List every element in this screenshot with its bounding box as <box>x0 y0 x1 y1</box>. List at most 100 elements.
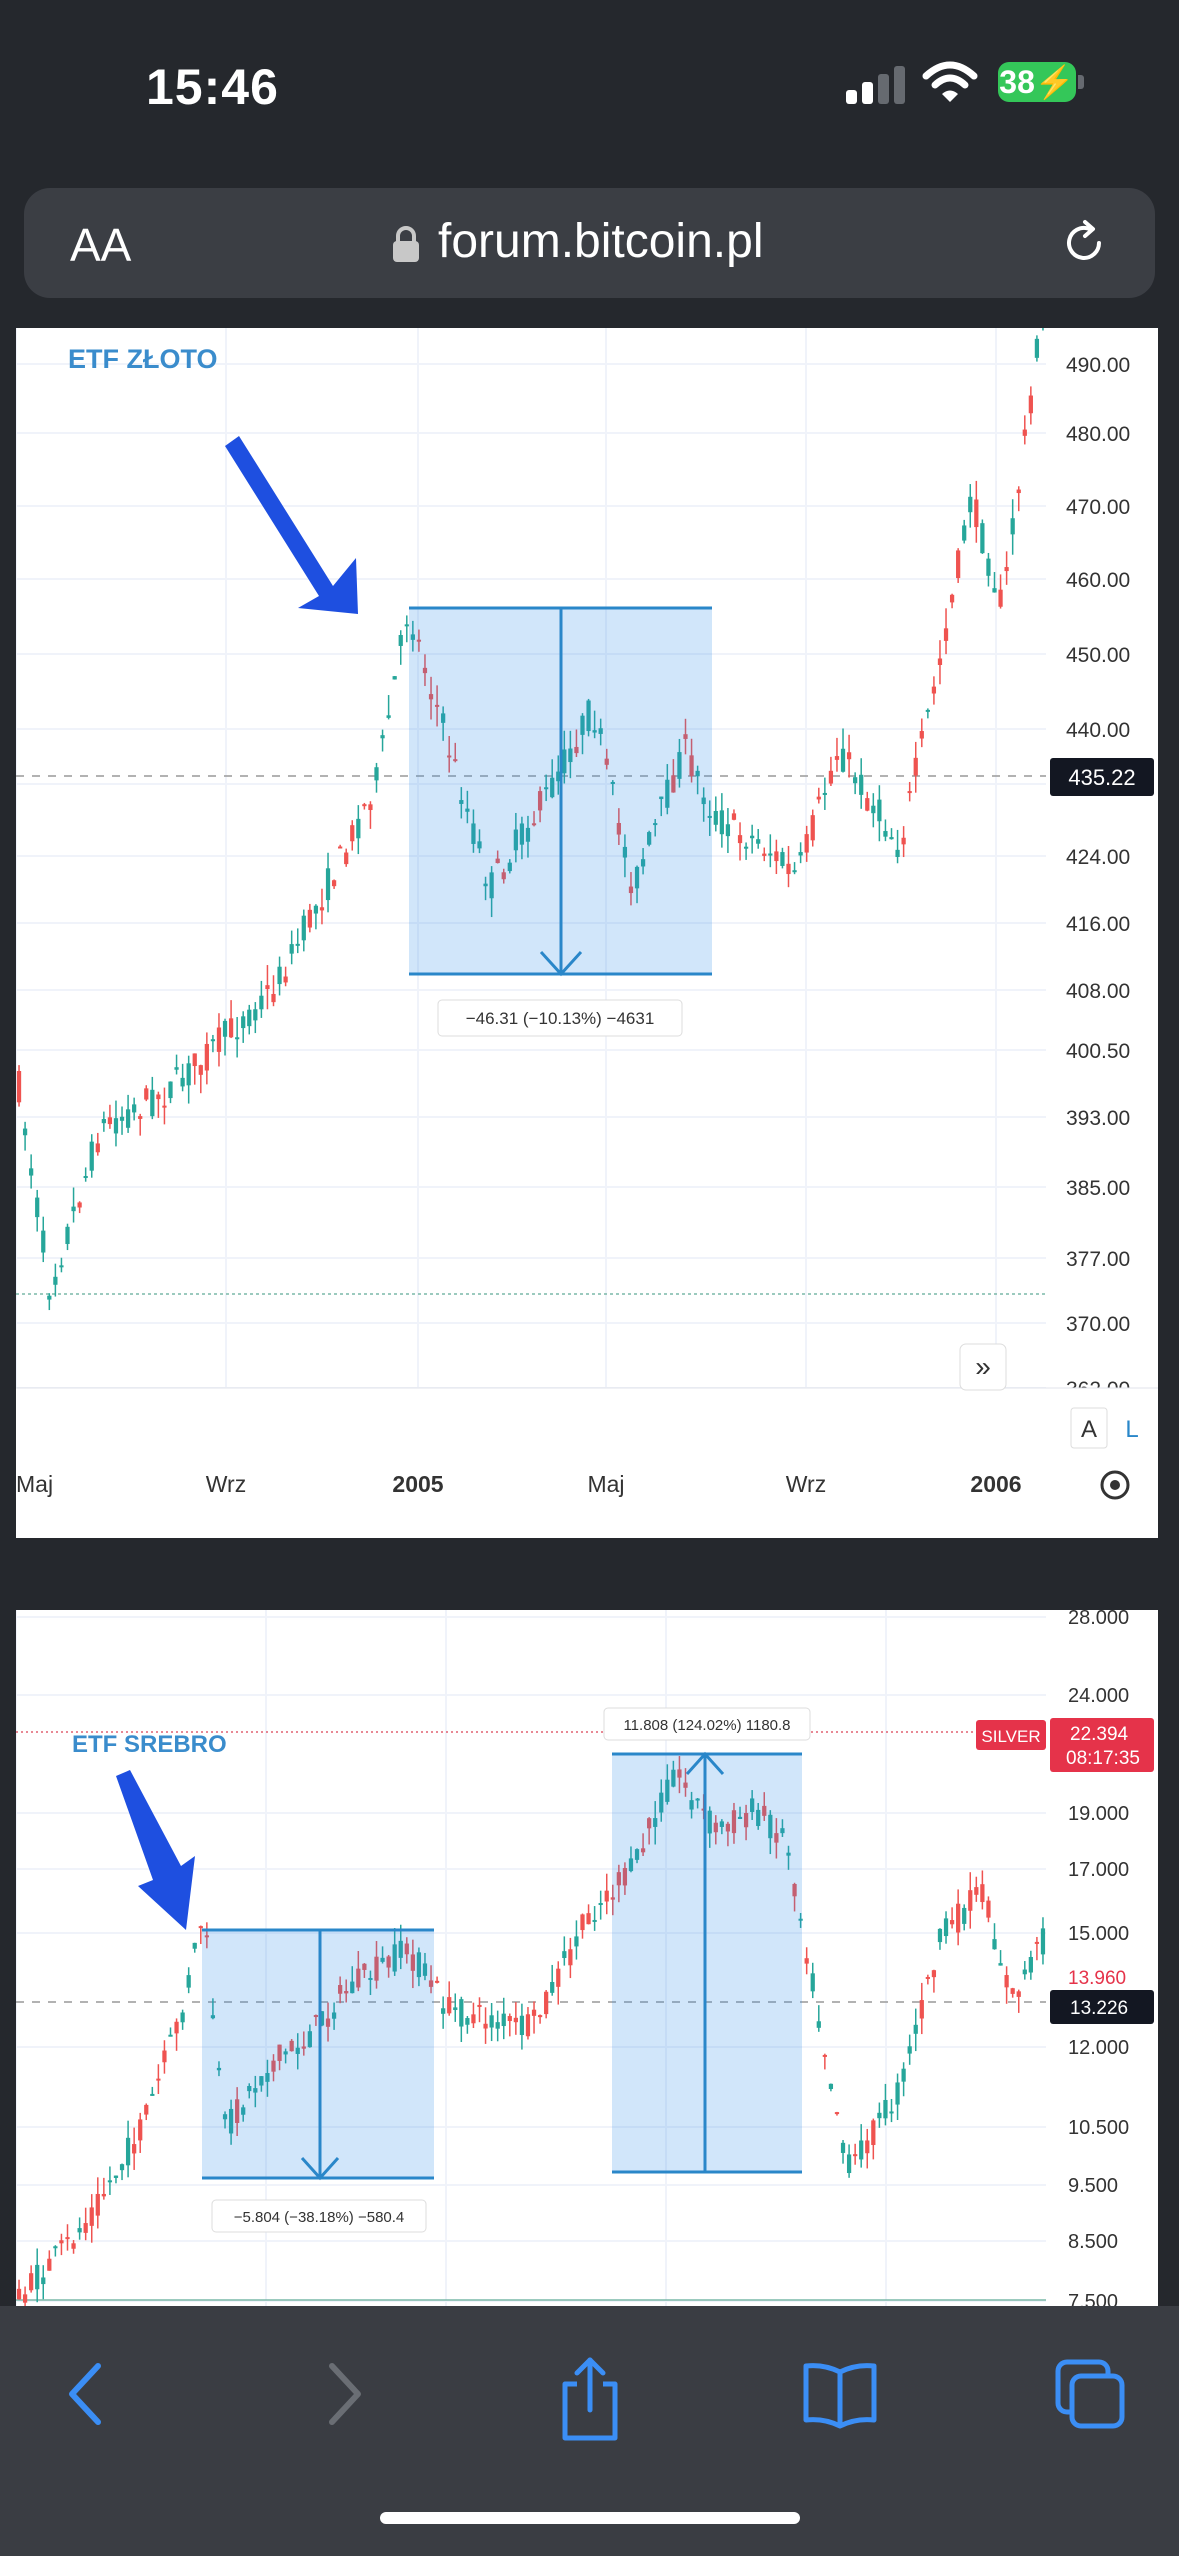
silver-candle <box>968 1872 973 1929</box>
silver-candle <box>1040 1917 1046 1965</box>
gold-candle <box>816 787 821 804</box>
gold-candle <box>422 654 428 687</box>
chart-label: ETF SREBRO <box>72 1731 227 1758</box>
silver-candle <box>386 1954 391 1978</box>
bookmarks-icon[interactable] <box>800 2354 880 2434</box>
silver-candle <box>447 1981 452 2016</box>
gold-candle <box>489 866 494 918</box>
settings-icon[interactable] <box>1100 1470 1130 1500</box>
log-scale-button[interactable] <box>1111 1408 1151 1448</box>
silver-candle <box>537 2014 543 2024</box>
silver-candle <box>683 1768 688 1797</box>
silver-candle <box>816 2005 821 2032</box>
gold-candle <box>277 956 282 996</box>
gold-candle <box>956 548 961 583</box>
gold-candle <box>65 1223 70 1251</box>
wifi-icon <box>922 61 978 102</box>
silver-candle <box>150 2086 155 2096</box>
gold-candle <box>586 698 591 737</box>
gold-candle <box>968 484 973 528</box>
gold-candle <box>253 1002 258 1034</box>
silver-candle <box>295 2033 300 2070</box>
silver-candle <box>550 1964 555 1996</box>
gold-candle <box>804 825 809 862</box>
gold-candle <box>495 850 500 864</box>
silver-candle <box>1028 1950 1033 1980</box>
gold-candle <box>525 815 531 858</box>
gold-candle <box>380 729 385 752</box>
measure-label-box <box>437 999 683 1037</box>
gold-candle <box>47 1293 52 1311</box>
lock-icon <box>393 226 419 262</box>
silver-candle <box>441 1996 446 2029</box>
forward-icon[interactable] <box>318 2354 368 2434</box>
gold-candle <box>531 811 537 827</box>
silver-candle <box>77 2217 82 2240</box>
silver-chart[interactable]: −5.804 (−38.18%) −580.4 11.808 (124.02%)… <box>16 1610 1158 2306</box>
silver-candle <box>931 1969 937 1993</box>
silver-candle <box>22 2286 28 2306</box>
gold-candle <box>404 615 409 643</box>
silver-candle <box>428 1965 434 1994</box>
gold-candle <box>338 844 343 849</box>
tabs-icon[interactable] <box>1052 2354 1128 2434</box>
gold-candle <box>628 872 634 906</box>
gold-candle <box>949 593 955 609</box>
silver-candle <box>580 1913 585 1939</box>
silver-candle <box>786 1845 791 1870</box>
gold-candle <box>410 620 415 652</box>
gold-candle <box>59 1257 64 1273</box>
reload-icon[interactable] <box>1059 218 1109 268</box>
silver-candle <box>477 1997 482 2023</box>
gold-candle <box>725 808 731 854</box>
y-tick-label: 12.000 <box>1068 2037 1129 2059</box>
gold-candle <box>701 787 706 822</box>
silver-candle <box>119 2163 125 2181</box>
auto-scale-label: A <box>1081 1416 1097 1443</box>
gold-candle <box>344 848 349 867</box>
address-bar[interactable]: AA forum.bitcoin.pl <box>24 188 1155 298</box>
measure-up-label: 11.808 (124.02%) 1180.8 <box>623 1717 790 1734</box>
gold-candle <box>1028 386 1033 425</box>
silver-candle <box>138 2112 143 2153</box>
silver-candle <box>356 1950 361 1992</box>
measure-box-down[interactable] <box>202 1930 434 2178</box>
scroll-right-button[interactable] <box>959 1343 1007 1391</box>
chart-label: ETF ZŁOTO <box>68 344 218 374</box>
gold-candle <box>634 865 640 904</box>
silver-candle <box>725 1821 731 1847</box>
text-size-button[interactable]: AA <box>70 219 132 271</box>
silver-candle <box>325 2002 331 2042</box>
gold-candle <box>974 480 979 543</box>
measure-box-up[interactable] <box>612 1754 802 2172</box>
y-tick-label: 480.00 <box>1066 423 1130 446</box>
gold-candle <box>756 828 761 849</box>
back-icon[interactable] <box>62 2354 112 2434</box>
silver-candle <box>465 2016 470 2034</box>
gold-candle <box>556 755 561 795</box>
auto-scale-button[interactable] <box>1070 1407 1108 1449</box>
silver-candle <box>241 2104 246 2122</box>
gold-candle <box>574 729 579 757</box>
gold-chart[interactable]: −46.31 (−10.13%) −4631 ETF ZŁOTO 490.00 4… <box>16 328 1158 1538</box>
silver-candle <box>846 2144 852 2178</box>
gold-candle <box>210 1034 216 1053</box>
share-icon[interactable] <box>555 2354 625 2444</box>
silver-candle <box>83 2207 88 2241</box>
arrow-annotation-icon <box>225 436 358 614</box>
silver-candle <box>368 1970 373 1996</box>
silver-candle <box>344 1979 349 2003</box>
silver-candle <box>162 2040 167 2074</box>
gold-candle <box>101 1111 106 1132</box>
silver-candle <box>331 2002 337 2030</box>
gold-candle <box>459 787 464 819</box>
url-text[interactable]: forum.bitcoin.pl <box>438 215 764 268</box>
silver-candle <box>634 1848 640 1864</box>
gold-candle <box>695 765 700 795</box>
gold-candle <box>513 812 518 863</box>
silver-candle <box>877 2102 882 2128</box>
gold-candle <box>622 834 628 878</box>
silver-candle <box>853 2143 858 2165</box>
gold-candle <box>228 1000 234 1039</box>
symbol-tag <box>976 1720 1046 1750</box>
